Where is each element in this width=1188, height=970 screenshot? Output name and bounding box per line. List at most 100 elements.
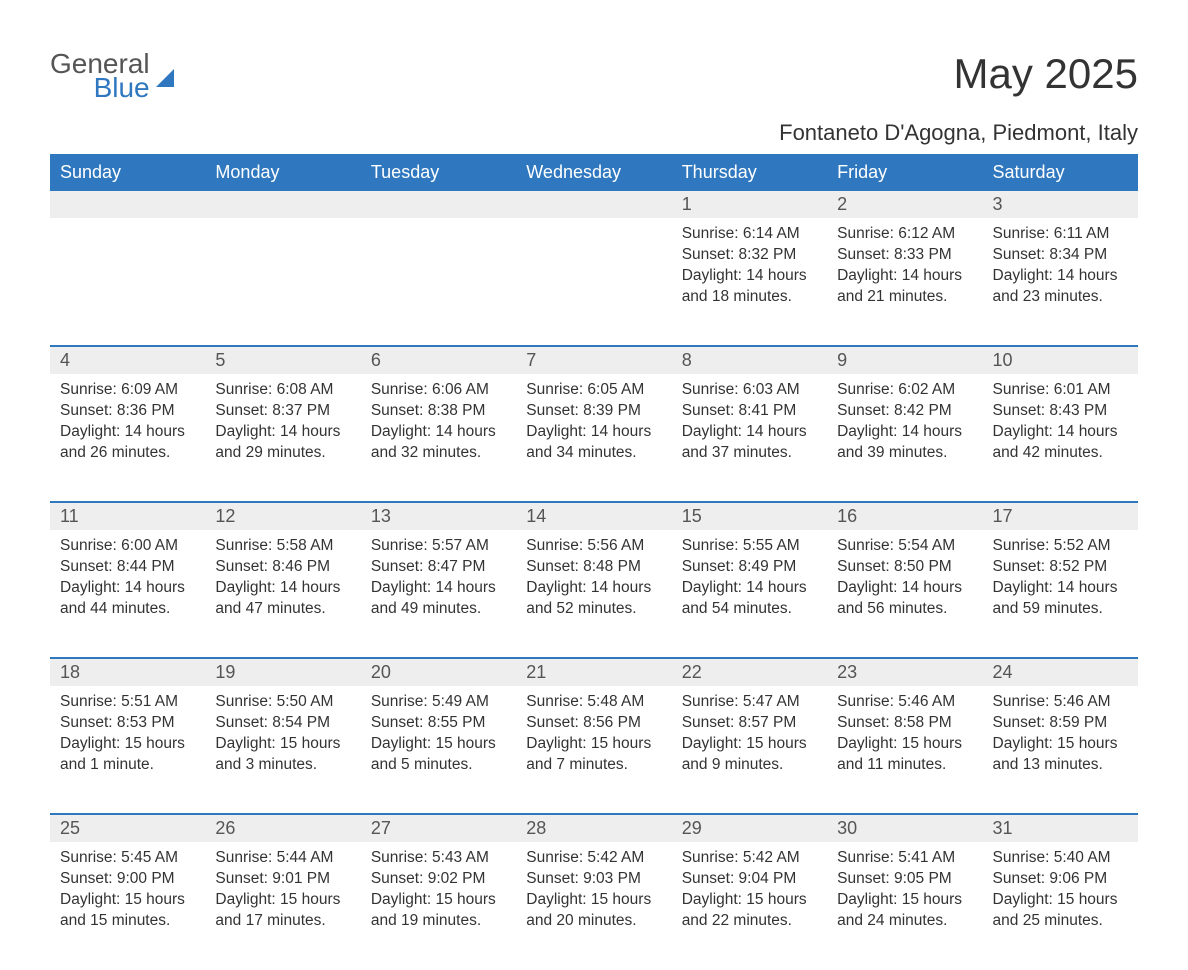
day-d1: Daylight: 14 hours	[682, 422, 817, 442]
day-d1: Daylight: 15 hours	[837, 890, 972, 910]
day-d2: and 47 minutes.	[215, 599, 350, 619]
day-ss: Sunset: 9:03 PM	[526, 869, 661, 889]
day-sr: Sunrise: 5:42 AM	[682, 848, 817, 868]
day-detail-row: Sunrise: 6:14 AMSunset: 8:32 PMDaylight:…	[50, 218, 1138, 346]
day-sr: Sunrise: 5:40 AM	[993, 848, 1128, 868]
day-number-cell: 6	[361, 346, 516, 374]
day-detail-cell: Sunrise: 5:50 AMSunset: 8:54 PMDaylight:…	[205, 686, 360, 814]
day-ss: Sunset: 8:54 PM	[215, 713, 350, 733]
day-ss: Sunset: 8:36 PM	[60, 401, 195, 421]
day-ss: Sunset: 8:34 PM	[993, 245, 1128, 265]
day-sr: Sunrise: 6:02 AM	[837, 380, 972, 400]
day-d1: Daylight: 15 hours	[371, 734, 506, 754]
day-ss: Sunset: 9:06 PM	[993, 869, 1128, 889]
day-number-cell: 27	[361, 814, 516, 842]
day-detail-row: Sunrise: 6:09 AMSunset: 8:36 PMDaylight:…	[50, 374, 1138, 502]
day-detail-cell	[50, 218, 205, 346]
day-number-cell: 10	[983, 346, 1138, 374]
month-title: May 2025	[954, 50, 1138, 98]
day-number-cell: 15	[672, 502, 827, 530]
day-number-cell: 14	[516, 502, 671, 530]
day-ss: Sunset: 8:48 PM	[526, 557, 661, 577]
day-d1: Daylight: 15 hours	[526, 890, 661, 910]
day-ss: Sunset: 8:33 PM	[837, 245, 972, 265]
day-detail-cell	[205, 218, 360, 346]
day-number-row: 123	[50, 190, 1138, 218]
day-number-cell: 12	[205, 502, 360, 530]
day-number-cell: 26	[205, 814, 360, 842]
day-ss: Sunset: 8:52 PM	[993, 557, 1128, 577]
day-detail-cell: Sunrise: 5:40 AMSunset: 9:06 PMDaylight:…	[983, 842, 1138, 970]
day-number-row: 18192021222324	[50, 658, 1138, 686]
day-ss: Sunset: 9:01 PM	[215, 869, 350, 889]
day-sr: Sunrise: 5:47 AM	[682, 692, 817, 712]
day-d2: and 13 minutes.	[993, 755, 1128, 775]
day-detail-cell: Sunrise: 5:57 AMSunset: 8:47 PMDaylight:…	[361, 530, 516, 658]
day-number-cell: 8	[672, 346, 827, 374]
day-d2: and 52 minutes.	[526, 599, 661, 619]
day-ss: Sunset: 8:39 PM	[526, 401, 661, 421]
day-d1: Daylight: 14 hours	[526, 422, 661, 442]
day-number-row: 25262728293031	[50, 814, 1138, 842]
page-header: General Blue May 2025	[50, 50, 1138, 102]
day-ss: Sunset: 8:53 PM	[60, 713, 195, 733]
day-number-cell: 23	[827, 658, 982, 686]
day-d1: Daylight: 15 hours	[215, 734, 350, 754]
day-d2: and 23 minutes.	[993, 287, 1128, 307]
day-d2: and 54 minutes.	[682, 599, 817, 619]
day-number-cell: 22	[672, 658, 827, 686]
day-detail-cell: Sunrise: 5:46 AMSunset: 8:58 PMDaylight:…	[827, 686, 982, 814]
day-number-cell: 31	[983, 814, 1138, 842]
day-d1: Daylight: 15 hours	[682, 734, 817, 754]
day-ss: Sunset: 8:58 PM	[837, 713, 972, 733]
day-number-cell: 20	[361, 658, 516, 686]
day-detail-cell: Sunrise: 6:00 AMSunset: 8:44 PMDaylight:…	[50, 530, 205, 658]
day-ss: Sunset: 9:00 PM	[60, 869, 195, 889]
weekday-header-row: SundayMondayTuesdayWednesdayThursdayFrid…	[50, 155, 1138, 190]
day-d1: Daylight: 14 hours	[993, 422, 1128, 442]
day-d2: and 5 minutes.	[371, 755, 506, 775]
day-number-cell: 11	[50, 502, 205, 530]
day-number-cell: 5	[205, 346, 360, 374]
day-d2: and 11 minutes.	[837, 755, 972, 775]
day-sr: Sunrise: 5:52 AM	[993, 536, 1128, 556]
day-d1: Daylight: 14 hours	[993, 266, 1128, 286]
day-sr: Sunrise: 5:54 AM	[837, 536, 972, 556]
day-d1: Daylight: 14 hours	[60, 422, 195, 442]
calendar-table: SundayMondayTuesdayWednesdayThursdayFrid…	[50, 154, 1138, 970]
day-d2: and 25 minutes.	[993, 911, 1128, 931]
day-number-cell: 30	[827, 814, 982, 842]
day-detail-cell	[516, 218, 671, 346]
day-sr: Sunrise: 5:48 AM	[526, 692, 661, 712]
day-d2: and 34 minutes.	[526, 443, 661, 463]
day-number-cell: 13	[361, 502, 516, 530]
day-d1: Daylight: 15 hours	[60, 734, 195, 754]
day-detail-cell: Sunrise: 5:58 AMSunset: 8:46 PMDaylight:…	[205, 530, 360, 658]
day-detail-cell: Sunrise: 5:45 AMSunset: 9:00 PMDaylight:…	[50, 842, 205, 970]
day-d1: Daylight: 14 hours	[371, 578, 506, 598]
day-d1: Daylight: 14 hours	[837, 266, 972, 286]
day-d1: Daylight: 15 hours	[60, 890, 195, 910]
day-sr: Sunrise: 6:00 AM	[60, 536, 195, 556]
day-ss: Sunset: 9:05 PM	[837, 869, 972, 889]
day-ss: Sunset: 9:02 PM	[371, 869, 506, 889]
day-d2: and 49 minutes.	[371, 599, 506, 619]
day-d2: and 20 minutes.	[526, 911, 661, 931]
day-detail-cell: Sunrise: 5:52 AMSunset: 8:52 PMDaylight:…	[983, 530, 1138, 658]
day-detail-cell: Sunrise: 5:46 AMSunset: 8:59 PMDaylight:…	[983, 686, 1138, 814]
day-sr: Sunrise: 6:14 AM	[682, 224, 817, 244]
day-detail-cell: Sunrise: 6:11 AMSunset: 8:34 PMDaylight:…	[983, 218, 1138, 346]
day-d1: Daylight: 15 hours	[993, 734, 1128, 754]
day-detail-cell: Sunrise: 6:12 AMSunset: 8:33 PMDaylight:…	[827, 218, 982, 346]
day-d1: Daylight: 15 hours	[682, 890, 817, 910]
weekday-header: Wednesday	[516, 155, 671, 190]
day-sr: Sunrise: 6:06 AM	[371, 380, 506, 400]
day-ss: Sunset: 8:38 PM	[371, 401, 506, 421]
day-sr: Sunrise: 5:46 AM	[993, 692, 1128, 712]
day-ss: Sunset: 9:04 PM	[682, 869, 817, 889]
day-detail-cell: Sunrise: 6:05 AMSunset: 8:39 PMDaylight:…	[516, 374, 671, 502]
day-d2: and 3 minutes.	[215, 755, 350, 775]
day-d2: and 29 minutes.	[215, 443, 350, 463]
day-ss: Sunset: 8:59 PM	[993, 713, 1128, 733]
day-ss: Sunset: 8:37 PM	[215, 401, 350, 421]
